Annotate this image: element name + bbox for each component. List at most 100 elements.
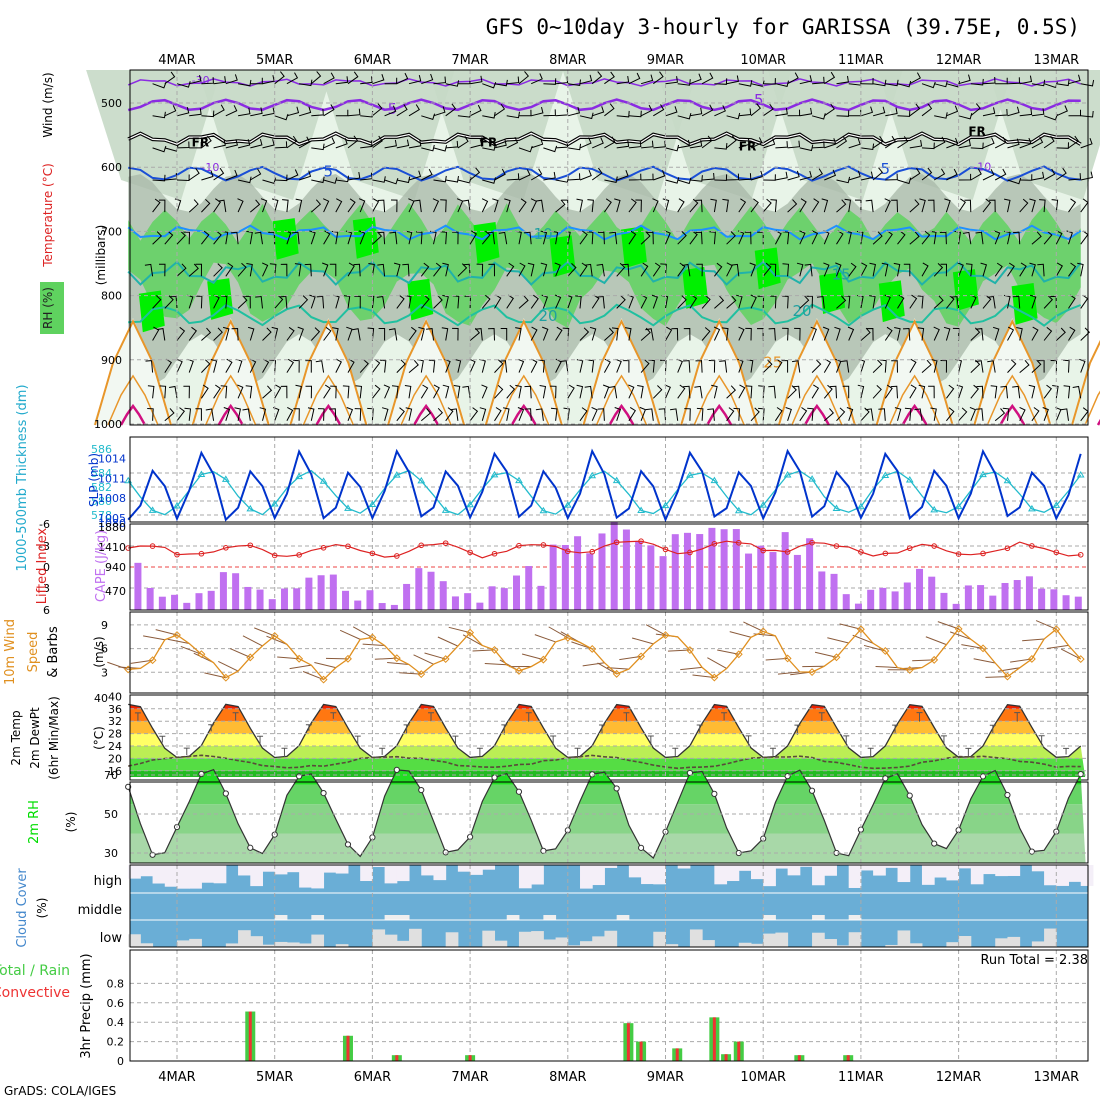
minmax-marker <box>452 735 459 744</box>
wind-barb <box>812 141 825 149</box>
wind-barb <box>982 137 995 149</box>
wind-barb <box>543 171 556 181</box>
wind-barb <box>442 384 450 399</box>
wind-barb <box>982 295 992 309</box>
wind-barb <box>894 407 902 421</box>
wind-barb <box>821 198 829 213</box>
cape-bar <box>329 574 337 610</box>
wind-barb <box>622 263 630 277</box>
wind-barb <box>415 231 423 245</box>
wind-barb <box>701 295 711 309</box>
minmax-marker <box>672 747 679 757</box>
wind-barb <box>744 231 752 245</box>
rh2m-frame <box>129 781 1089 864</box>
date-label-bottom: 12MAR <box>936 1070 982 1085</box>
wind-barb <box>787 140 801 149</box>
wind-barb <box>254 627 275 637</box>
wind-barb <box>866 327 874 341</box>
wind-barb <box>774 358 783 373</box>
wind-barb <box>1031 108 1045 117</box>
cape-bar <box>867 589 875 610</box>
wind-barb <box>1037 263 1045 277</box>
wind-barb <box>719 360 728 373</box>
wind-barb <box>707 657 727 669</box>
wind-barb <box>1068 198 1077 213</box>
low-cloud-bar <box>702 940 715 947</box>
wind-barb <box>481 384 488 399</box>
date-label-bottom: 11MAR <box>838 1070 884 1085</box>
wind-barb <box>988 199 996 213</box>
wind-barb <box>269 359 277 373</box>
wind-barb <box>220 295 228 309</box>
wind-barb <box>561 199 569 213</box>
lifted-index-marker <box>247 542 254 549</box>
wind-barb <box>860 77 874 85</box>
low-cloud-bar <box>995 938 1008 947</box>
rh2m-marker <box>784 773 791 780</box>
isotherm-25 <box>875 318 954 426</box>
high-cloud-bar <box>750 865 764 880</box>
wind-barb <box>579 137 592 149</box>
wind-barb <box>346 407 354 421</box>
date-label-bottom: 7MAR <box>451 1070 488 1085</box>
rh2m-tick: 70 <box>104 769 118 782</box>
wind-barb <box>1046 644 1069 650</box>
wind-speed-marker <box>685 646 694 654</box>
wind-barb <box>539 385 547 399</box>
lifted-index-marker <box>1053 549 1060 556</box>
wind-barb <box>604 136 616 149</box>
wind-barb <box>450 408 459 421</box>
wind-barb <box>995 77 1008 85</box>
slp-tick: 1008 <box>98 492 126 505</box>
minmax-marker <box>940 735 947 745</box>
low-cloud-bar <box>775 932 789 947</box>
wind-barb <box>274 71 285 85</box>
lifted-index-marker <box>1077 551 1084 558</box>
wind-barb <box>147 385 155 399</box>
high-cloud-bar <box>299 865 312 888</box>
rh2m-marker <box>125 783 132 790</box>
minmax-marker <box>208 724 215 732</box>
cape-bar <box>268 599 276 610</box>
wind-barb <box>645 328 654 341</box>
wind-barb <box>616 170 629 181</box>
wind-barb <box>869 262 876 277</box>
wind-barb <box>402 263 410 277</box>
cape-bar <box>891 591 899 610</box>
wind-barb <box>176 263 187 277</box>
date-label-bottom: 8MAR <box>549 1070 586 1085</box>
wind-barb <box>671 327 679 341</box>
wind-barb <box>770 199 777 213</box>
minmax-marker <box>550 735 557 745</box>
wind-barb <box>640 104 653 117</box>
wind-barb <box>799 144 814 152</box>
wind-barb <box>1068 74 1081 85</box>
wind-barb <box>782 295 789 309</box>
wind-barb <box>799 407 808 422</box>
wind-barb <box>335 109 349 117</box>
rh-shading <box>207 278 234 320</box>
thickness-tick: 584 <box>91 467 112 480</box>
rh-shading <box>620 226 647 269</box>
wind-barb <box>848 170 861 181</box>
wind-barb <box>750 407 760 422</box>
wind-barb <box>1051 199 1059 213</box>
wind-barb <box>521 653 544 661</box>
wind-barb <box>616 140 630 149</box>
wind-barb <box>445 140 459 149</box>
wind-barb <box>652 385 663 399</box>
wind-barb <box>1056 105 1068 117</box>
wind-barb <box>250 138 263 149</box>
wind-barb <box>1012 231 1021 245</box>
low-cloud-bar <box>836 945 850 947</box>
wind-barb <box>1007 359 1017 373</box>
wind-barb <box>388 328 398 341</box>
wind-barb <box>237 384 244 399</box>
wind-barb <box>958 74 971 85</box>
wind-barb <box>975 408 984 421</box>
wind-barb <box>857 384 865 399</box>
wind-barb <box>555 76 569 85</box>
thickness-marker <box>1028 504 1036 512</box>
wind-barb <box>309 230 316 245</box>
